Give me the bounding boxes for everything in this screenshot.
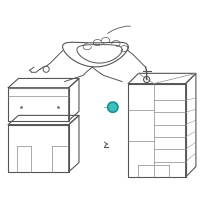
Circle shape bbox=[108, 102, 118, 112]
